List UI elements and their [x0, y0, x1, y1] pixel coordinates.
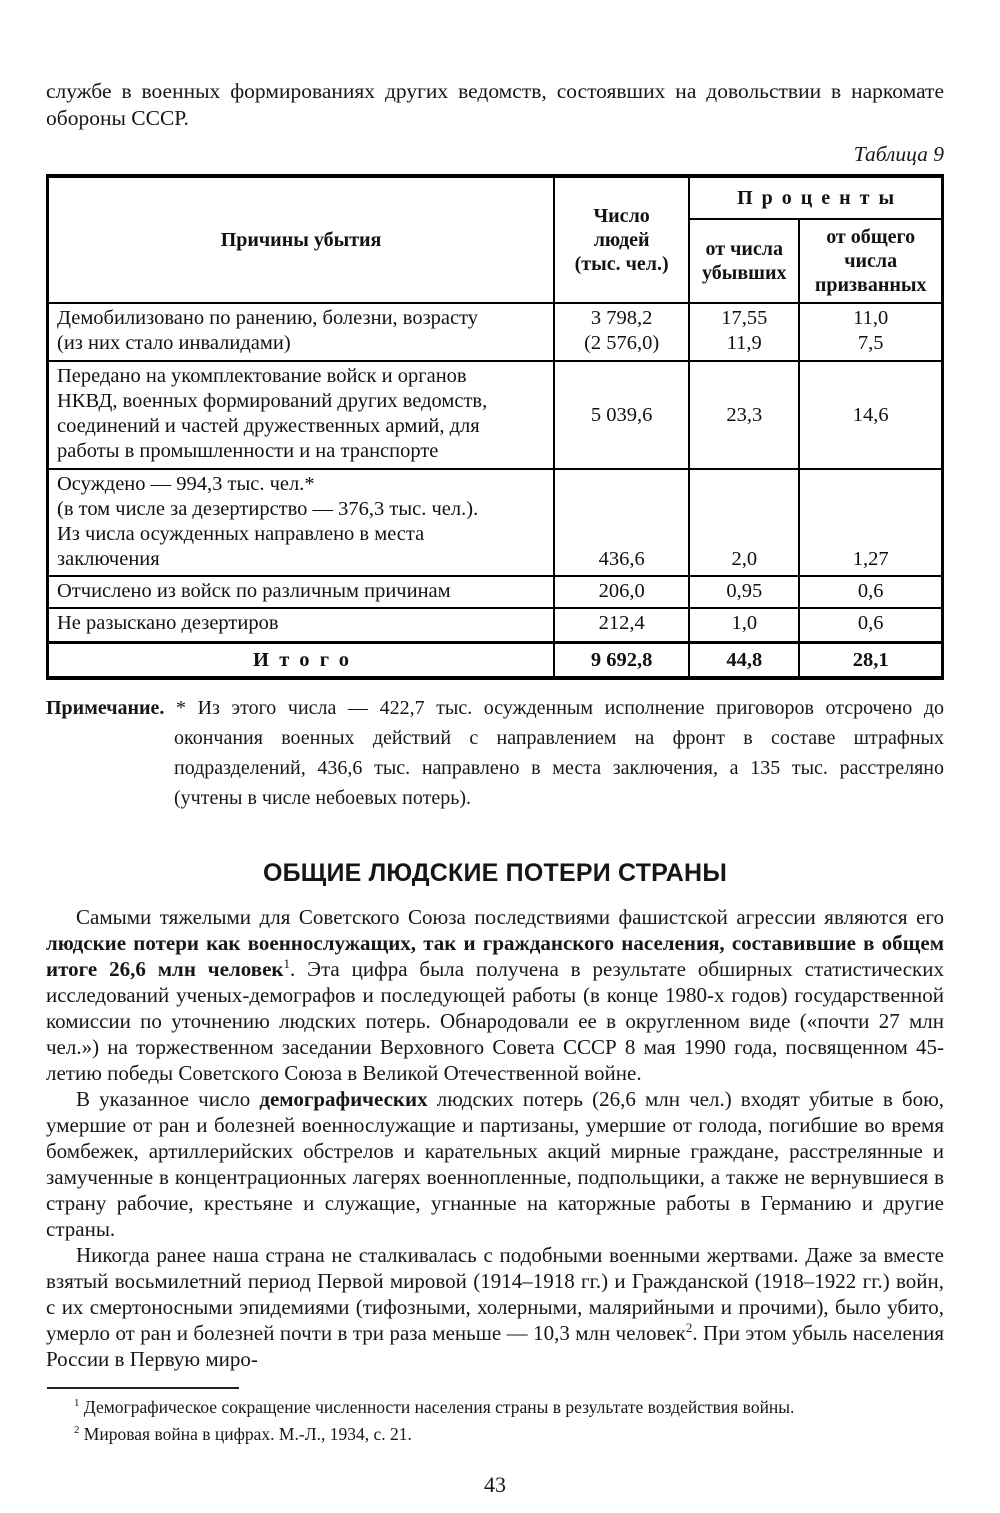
cell-number: 212,4 [553, 607, 691, 644]
cell-total-pct-departed: 44,8 [688, 641, 801, 679]
col-header-number: Число людей (тыс. чел.) [553, 175, 691, 304]
footnote-2: 2 Мировая война в цифрах. М.-Л., 1934, с… [74, 1424, 412, 1444]
cell-pct-departed: 23,3 [688, 360, 801, 470]
footnote-separator [47, 1387, 239, 1389]
table-caption: Таблица 9 [853, 142, 944, 166]
cell-reason: Отчислено из войск по различным причинам [46, 575, 556, 609]
cell-pct-called: 0,6 [798, 607, 944, 644]
cell-reason: Демобилизовано по ранению, болезни, возр… [46, 302, 556, 362]
losses-table: Причины убытия Число людей (тыс. чел.) П… [46, 174, 944, 680]
table-footnote: Примечание. * Из этого числа — 422,7 тыс… [46, 697, 944, 809]
col-header-reason: Причины убытия [46, 175, 556, 304]
table-header-row-1: Причины убытия Число людей (тыс. чел.) П… [46, 175, 944, 304]
table-row-deserters: Не разыскано дезертиров 212,4 1,0 0,6 [46, 607, 944, 644]
cell-total-label: Итого [46, 641, 556, 679]
col-header-pct-called: от общего числа призванных [798, 218, 944, 304]
cell-pct-departed: 1,0 [688, 607, 801, 644]
col-header-pct-departed: от числа убывших [688, 218, 801, 304]
cell-pct-departed: 17,55 11,9 [688, 302, 801, 362]
table-row-expelled: Отчислено из войск по различным причинам… [46, 575, 944, 609]
table-row-transferred: Передано на укомплектование войск и орга… [46, 360, 944, 470]
table-header-row-2: от числа убывших от общего числа призван… [48, 218, 944, 304]
cell-number: 5 039,6 [553, 360, 691, 470]
paragraph-demographic-losses: В указанное число демографических людски… [46, 1087, 945, 1241]
cell-pct-departed: 0,95 [688, 575, 801, 609]
cell-number: 206,0 [553, 575, 691, 609]
cell-number: 436,6 [553, 468, 691, 577]
paragraph-total-losses: Самыми тяжелыми для Советского Союза пос… [46, 905, 944, 1085]
col-header-percents-group: Проценты [688, 175, 944, 220]
cell-pct-departed: 2,0 [688, 468, 801, 577]
cell-reason: Осуждено — 994,3 тыс. чел.* (в том числе… [46, 468, 556, 577]
table-row-demobilized: Демобилизовано по ранению, болезни, возр… [46, 302, 944, 362]
intro-paragraph: службе в военных формированиях других ве… [46, 79, 944, 130]
cell-number: 3 798,2 (2 576,0) [553, 302, 691, 362]
cell-pct-called: 14,6 [798, 360, 944, 470]
footnote-1: 1 Демографическое сокращение численности… [74, 1397, 795, 1417]
cell-total-number: 9 692,8 [553, 641, 691, 679]
paragraph-comparison: Никогда ранее наша страна не сталкивалас… [46, 1243, 944, 1371]
cell-pct-called: 1,27 [798, 468, 944, 577]
cell-pct-called: 11,0 7,5 [798, 302, 944, 362]
cell-reason: Не разыскано дезертиров [46, 607, 556, 644]
table-row-total: Итого 9 692,8 44,8 28,1 [46, 641, 944, 679]
table-row-convicted: Осуждено — 994,3 тыс. чел.* (в том числе… [46, 468, 944, 577]
cell-reason: Передано на укомплектование войск и орга… [46, 360, 556, 470]
page-number: 43 [484, 1472, 506, 1497]
cell-total-pct-called: 28,1 [798, 641, 944, 679]
section-heading: ОБЩИЕ ЛЮДСКИЕ ПОТЕРИ СТРАНЫ [262, 859, 727, 887]
cell-pct-called: 0,6 [798, 575, 944, 609]
